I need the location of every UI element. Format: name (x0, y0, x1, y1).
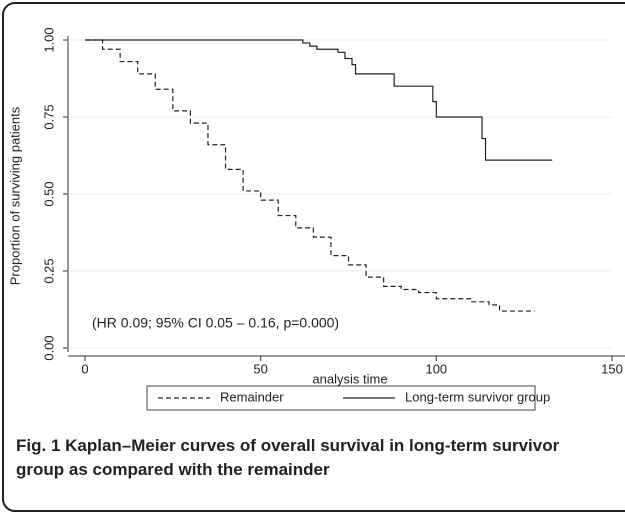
x-tick-label: 150 (601, 361, 623, 376)
y-tick-label: 0.75 (41, 104, 56, 129)
caption: Fig. 1 Kaplan–Meier curves of overall su… (16, 436, 560, 479)
annotation: (HR 0.09; 95% CI 0.05 – 0.16, p=0.000) (92, 315, 339, 331)
y-tick-label: 1.00 (41, 27, 56, 52)
x-axis-label: analysis time (312, 371, 387, 386)
legend-box (146, 385, 536, 411)
y-tick-label: 0.25 (41, 258, 56, 283)
survival-curve (85, 39, 535, 312)
y-tick-label: 0.00 (41, 335, 56, 360)
y-axis-label: Proportion of surviving patients (7, 106, 22, 285)
x-tick-label: 100 (425, 361, 447, 376)
x-tick-label: 0 (81, 361, 88, 376)
y-tick-label: 0.50 (41, 181, 56, 206)
x-tick-label: 50 (253, 361, 267, 376)
legend-label: Long-term survivor group (405, 389, 550, 404)
legend-label: Remainder (220, 389, 284, 404)
survival-curve (85, 39, 553, 161)
